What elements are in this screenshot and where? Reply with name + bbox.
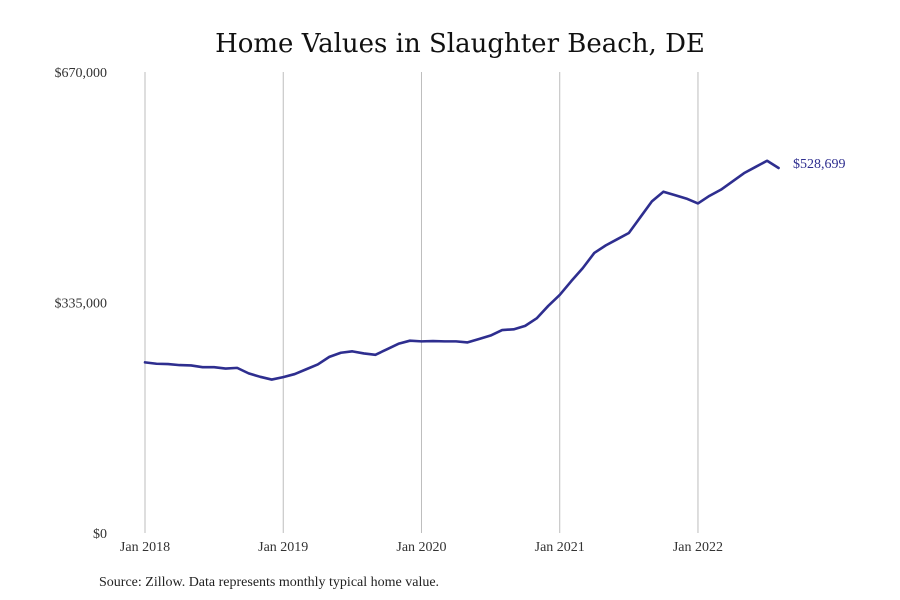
series-layer [143,159,780,381]
series-line [143,159,780,381]
x-tick-label: Jan 2022 [673,540,723,555]
gridlines [144,72,699,533]
x-tick-label: Jan 2021 [535,540,585,555]
chart-title: Home Values in Slaughter Beach, DE [215,29,705,59]
x-axis-ticks: Jan 2018 Jan 2019 Jan 2020 Jan 2021 Jan 2022 [120,540,723,555]
x-tick-label: Jan 2018 [120,540,170,555]
x-tick-label: Jan 2019 [258,540,308,555]
y-tick-label: $335,000 [55,297,108,312]
source-note: Source: Zillow. Data represents monthly … [99,575,439,590]
x-tick-label: Jan 2020 [396,540,446,555]
y-tick-label: $0 [93,527,107,542]
y-axis-ticks: $0 $335,000 $670,000 [55,66,108,542]
y-tick-label: $670,000 [55,66,108,81]
end-value-label: $528,699 [793,157,846,172]
